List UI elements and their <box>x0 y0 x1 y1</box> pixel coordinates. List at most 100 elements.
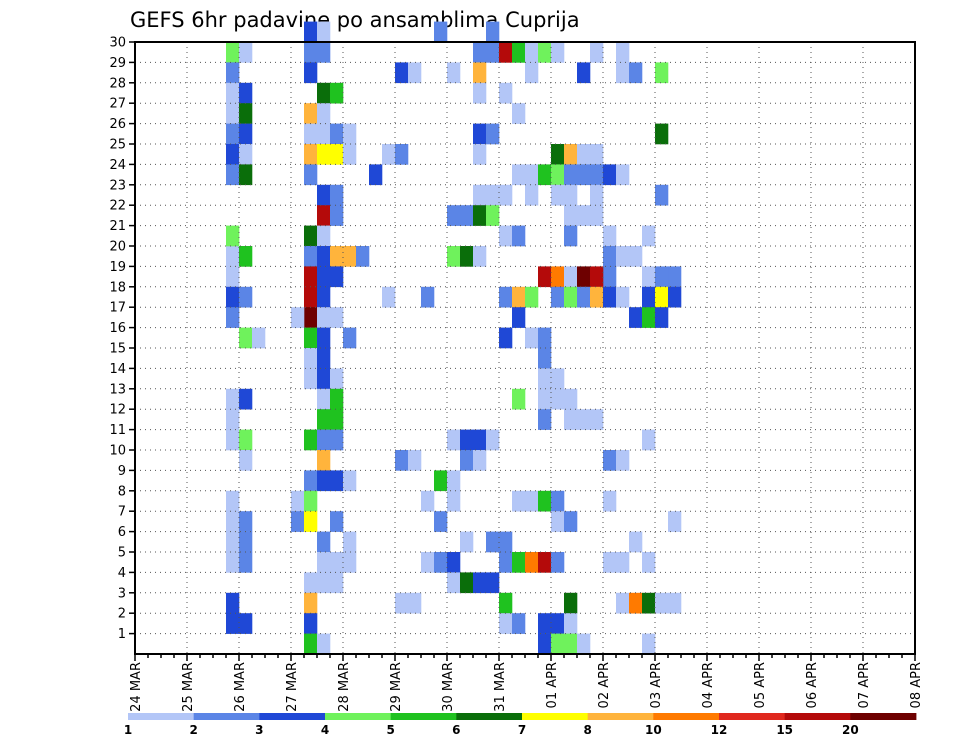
x-tick-label: 03 APR <box>649 662 664 708</box>
y-tick-label: 26 <box>109 117 126 132</box>
heatmap-cell <box>317 450 331 471</box>
legend-color-swatch <box>259 713 326 720</box>
heatmap-cell <box>564 205 578 226</box>
legend-color-swatch <box>128 713 195 720</box>
heatmap-cell <box>629 307 643 328</box>
heatmap-cell <box>330 368 344 390</box>
heatmap-cell <box>447 572 461 594</box>
y-tick-label: 18 <box>109 280 126 295</box>
heatmap-cell <box>486 429 500 451</box>
x-tick-label: 28 MAR <box>337 662 352 712</box>
heatmap-cell <box>330 205 344 226</box>
heatmap-cell <box>304 348 318 369</box>
heatmap-cell <box>473 144 487 165</box>
x-tick-label: 06 APR <box>805 662 820 708</box>
legend-color-swatch <box>653 713 720 720</box>
y-tick-label: 3 <box>118 586 126 601</box>
heatmap-cell <box>551 613 565 634</box>
heatmap-cell <box>304 613 318 634</box>
heatmap-cell <box>668 266 682 288</box>
heatmap-cell <box>551 144 565 165</box>
heatmap-cell <box>343 123 357 145</box>
x-tick-label: 27 MAR <box>285 662 300 712</box>
heatmap-cell <box>486 205 500 226</box>
heatmap-cell <box>421 286 435 308</box>
heatmap-cell <box>577 633 591 655</box>
heatmap-cell <box>577 266 591 288</box>
heatmap-cell <box>473 450 487 471</box>
y-tick-label: 14 <box>109 362 126 377</box>
heatmap-cell <box>512 164 526 186</box>
x-tick-label: 01 APR <box>545 662 560 708</box>
heatmap-cell <box>447 205 461 226</box>
heatmap-cell <box>239 164 253 186</box>
heatmap-cell <box>525 184 539 206</box>
heatmap-cell <box>317 531 331 553</box>
heatmap-cell <box>226 286 240 308</box>
heatmap-cell <box>395 62 409 84</box>
heatmap-cell <box>434 21 448 43</box>
heatmap-cell <box>226 62 240 84</box>
heatmap-cell <box>538 327 552 349</box>
heatmap-cell <box>317 144 331 165</box>
heatmap-cell <box>343 531 357 553</box>
heatmap-cell <box>668 592 682 614</box>
heatmap-cell <box>317 286 331 308</box>
heatmap-cell <box>603 286 617 308</box>
heatmap-cell <box>291 511 305 532</box>
heatmap-cell <box>226 409 240 430</box>
heatmap-cell <box>538 348 552 369</box>
heatmap-cell <box>304 572 318 594</box>
color-legend: 1 2 3 4 5 6 7 8 10 12 15 20 <box>124 713 917 737</box>
heatmap-cell <box>382 286 396 308</box>
heatmap-cell <box>239 511 253 532</box>
heatmap-cell <box>655 123 669 145</box>
heatmap-cell <box>239 103 253 124</box>
heatmap-cell <box>317 348 331 369</box>
heatmap-cell <box>317 388 331 410</box>
heatmap-cells <box>226 21 682 655</box>
heatmap-cell <box>577 409 591 430</box>
x-tick-label: 26 MAR <box>233 662 248 712</box>
heatmap-cell <box>239 450 253 471</box>
heatmap-cell <box>252 327 266 349</box>
heatmap-cell <box>629 246 643 267</box>
heatmap-cell <box>603 450 617 471</box>
heatmap-cell <box>499 225 513 247</box>
y-tick-label: 2 <box>118 607 126 622</box>
heatmap-cell <box>369 164 383 186</box>
heatmap-cell <box>330 552 344 573</box>
heatmap-cell <box>304 266 318 288</box>
grid-lines <box>135 42 915 654</box>
heatmap-cell <box>304 490 318 512</box>
heatmap-cell <box>473 82 487 104</box>
legend-level-label: 7 <box>518 723 526 737</box>
x-tick-label: 02 APR <box>597 662 612 708</box>
heatmap-cell <box>330 123 344 145</box>
heatmap-cell <box>317 82 331 104</box>
heatmap-cell <box>226 429 240 451</box>
heatmap-cell <box>330 388 344 410</box>
y-tick-label: 4 <box>118 566 126 581</box>
legend-color-swatch <box>456 713 523 720</box>
heatmap-cell <box>616 164 630 186</box>
y-tick-label: 23 <box>109 178 126 193</box>
heatmap-cell <box>564 184 578 206</box>
x-tick-label: 30 MAR <box>441 662 456 712</box>
heatmap-cell <box>525 286 539 308</box>
heatmap-cell <box>629 62 643 84</box>
heatmap-cell <box>590 184 604 206</box>
heatmap-cell <box>577 205 591 226</box>
heatmap-cell <box>603 164 617 186</box>
heatmap-cell <box>317 123 331 145</box>
heatmap-cell <box>330 429 344 451</box>
heatmap-cell <box>525 42 539 63</box>
heatmap-cell <box>538 388 552 410</box>
heatmap-cell <box>447 246 461 267</box>
x-axis: 24 MAR 25 MAR 26 MAR 27 MAR 28 MAR 29 MAR 30 M… <box>129 654 924 712</box>
heatmap-cell <box>460 450 474 471</box>
heatmap-cell <box>473 62 487 84</box>
heatmap-cell <box>551 633 565 655</box>
legend-color-swatch <box>719 713 786 720</box>
heatmap-cell <box>564 164 578 186</box>
